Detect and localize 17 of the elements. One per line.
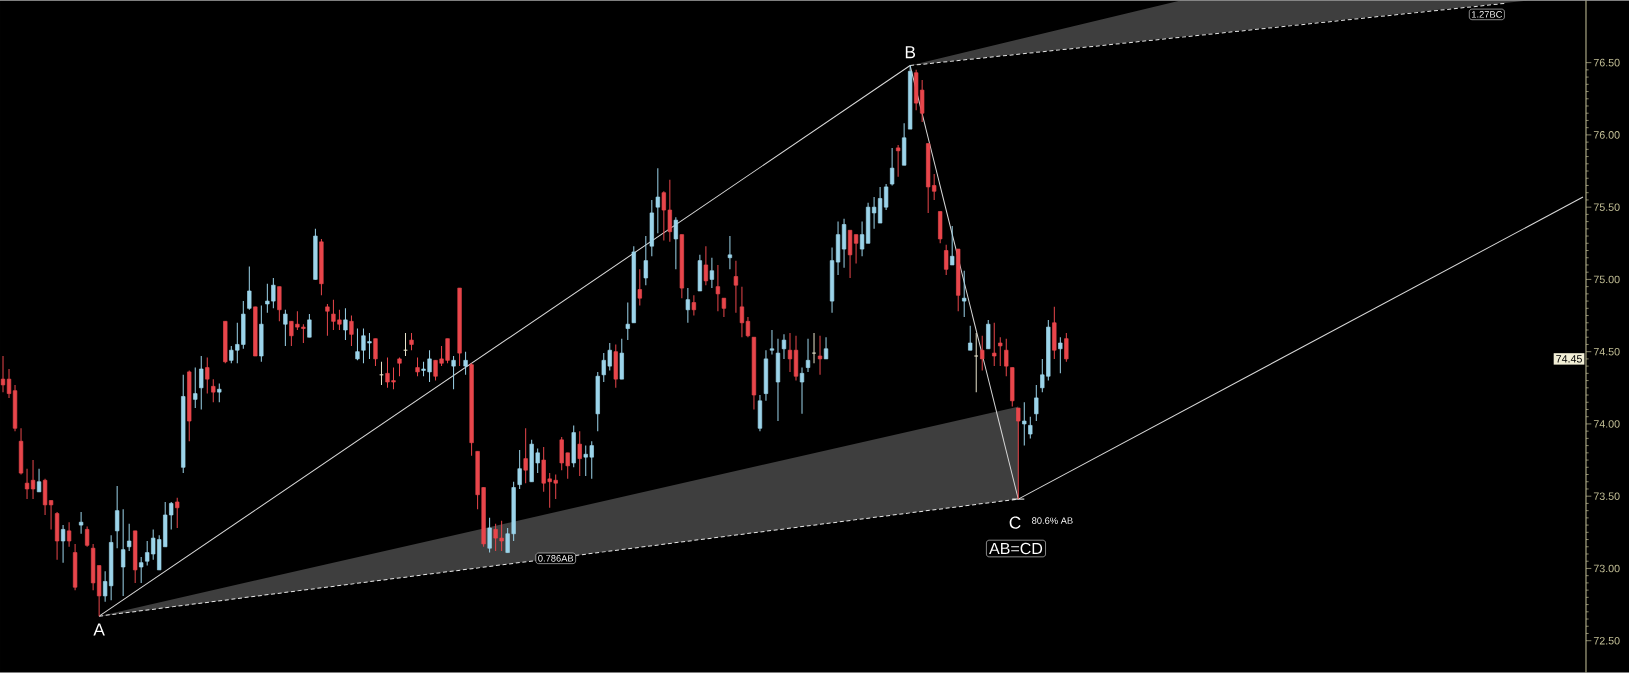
y-tick-label: 74.00 <box>1593 420 1620 428</box>
y-tick-label: 76.50 <box>1593 58 1620 67</box>
y-tick-label: 75.00 <box>1593 275 1620 284</box>
y-tick-label: 76.00 <box>1593 131 1620 139</box>
annotation: C <box>1009 516 1021 529</box>
annotation: 80.6% AB <box>1032 517 1073 524</box>
y-tick-label: 73.50 <box>1593 492 1620 500</box>
y-tick-label: 75.50 <box>1593 203 1620 211</box>
annotation: B <box>905 46 916 59</box>
annotation: AB=CD <box>989 542 1043 555</box>
y-tick-label: 74.50 <box>1593 347 1620 356</box>
annotation: A <box>93 623 105 636</box>
y-tick-label: 73.00 <box>1593 564 1620 573</box>
annotation: 0.786AB <box>538 555 574 562</box>
annotation: 1.27BC <box>1472 11 1503 18</box>
annotation: 74.45 <box>1556 355 1582 363</box>
y-tick-label: 72.50 <box>1593 636 1620 645</box>
